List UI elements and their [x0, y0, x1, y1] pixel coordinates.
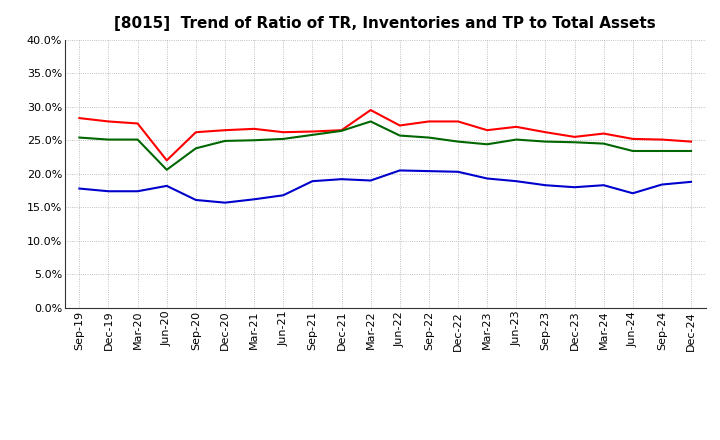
Inventories [454, 169, 462, 174]
Trade Payables [687, 148, 696, 154]
Trade Payables [454, 139, 462, 144]
Inventories [629, 191, 637, 196]
Inventories [133, 189, 142, 194]
Trade Receivables [570, 134, 579, 139]
Inventories [220, 200, 229, 205]
Trade Payables [629, 148, 637, 154]
Trade Receivables [454, 119, 462, 124]
Trade Payables [657, 148, 666, 154]
Trade Receivables [366, 107, 375, 113]
Inventories [657, 182, 666, 187]
Trade Receivables [104, 119, 113, 124]
Trade Payables [308, 132, 317, 138]
Inventories [570, 185, 579, 190]
Trade Receivables [337, 128, 346, 133]
Trade Payables [337, 128, 346, 133]
Line: Inventories: Inventories [79, 170, 691, 203]
Trade Receivables [163, 158, 171, 163]
Trade Receivables [133, 121, 142, 126]
Trade Receivables [483, 128, 492, 133]
Inventories [599, 183, 608, 188]
Inventories [512, 179, 521, 184]
Inventories [75, 186, 84, 191]
Trade Receivables [192, 129, 200, 135]
Inventories [250, 197, 258, 202]
Trade Receivables [279, 129, 287, 135]
Trade Payables [395, 133, 404, 138]
Inventories [279, 193, 287, 198]
Line: Trade Payables: Trade Payables [79, 121, 691, 170]
Inventories [425, 169, 433, 174]
Inventories [687, 179, 696, 184]
Inventories [192, 197, 200, 202]
Inventories [541, 183, 550, 188]
Trade Receivables [75, 115, 84, 121]
Trade Receivables [250, 126, 258, 132]
Inventories [395, 168, 404, 173]
Trade Payables [483, 142, 492, 147]
Inventories [337, 176, 346, 182]
Trade Receivables [541, 129, 550, 135]
Trade Payables [75, 135, 84, 140]
Trade Receivables [220, 128, 229, 133]
Trade Receivables [512, 124, 521, 129]
Trade Receivables [657, 137, 666, 142]
Trade Receivables [599, 131, 608, 136]
Trade Receivables [687, 139, 696, 144]
Trade Receivables [395, 123, 404, 128]
Title: [8015]  Trend of Ratio of TR, Inventories and TP to Total Assets: [8015] Trend of Ratio of TR, Inventories… [114, 16, 656, 32]
Trade Receivables [308, 129, 317, 134]
Trade Receivables [425, 119, 433, 124]
Trade Payables [425, 135, 433, 140]
Trade Payables [133, 137, 142, 142]
Inventories [163, 183, 171, 188]
Trade Payables [192, 146, 200, 151]
Trade Payables [512, 137, 521, 142]
Trade Payables [570, 139, 579, 145]
Trade Payables [599, 141, 608, 146]
Trade Payables [104, 137, 113, 142]
Trade Payables [366, 119, 375, 124]
Inventories [366, 178, 375, 183]
Inventories [308, 179, 317, 184]
Trade Payables [541, 139, 550, 144]
Inventories [483, 176, 492, 181]
Trade Payables [163, 167, 171, 172]
Inventories [104, 189, 113, 194]
Trade Payables [250, 138, 258, 143]
Line: Trade Receivables: Trade Receivables [79, 110, 691, 160]
Trade Payables [220, 138, 229, 143]
Trade Receivables [629, 136, 637, 142]
Trade Payables [279, 136, 287, 142]
